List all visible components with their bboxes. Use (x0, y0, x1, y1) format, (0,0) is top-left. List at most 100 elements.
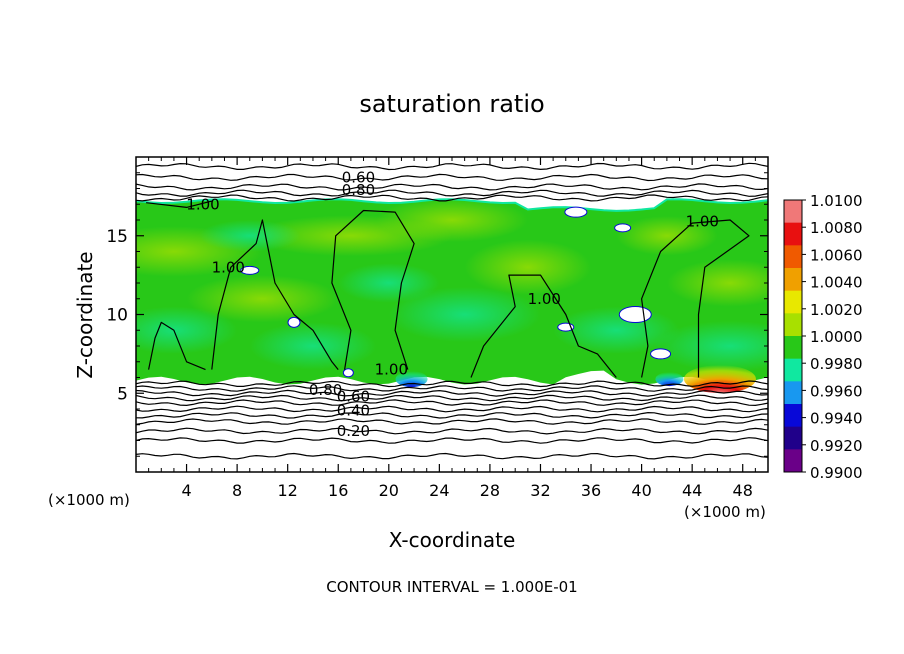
colorbar-label: 1.0000 (810, 328, 863, 346)
contour-label: 0.80 (342, 181, 375, 199)
x-tick-label: 4 (181, 481, 191, 500)
colorbar-swatch (784, 290, 802, 314)
contour-line (136, 452, 768, 460)
clear-air-patch (564, 206, 588, 218)
contour-line (136, 418, 768, 425)
x-tick-label: 44 (682, 481, 702, 500)
contour-labels: 0.600.801.001.001.001.001.000.800.600.40… (186, 168, 719, 440)
contour-line (136, 173, 768, 182)
contour-label: 1.00 (375, 361, 408, 379)
clear-air-patch (287, 316, 301, 328)
contour-label: 1.00 (686, 213, 719, 231)
contour-lines (136, 162, 768, 460)
colorbar-swatch (784, 245, 802, 269)
contour-line (136, 411, 768, 419)
colorbar-swatch (784, 404, 802, 428)
clear-air-patch (240, 265, 260, 275)
subsaturation-spot (395, 371, 428, 388)
field-patch (388, 286, 541, 343)
y-tick-label: 5 (117, 384, 128, 404)
field-patch (464, 239, 592, 295)
field-patch (249, 322, 377, 370)
colorbar-swatch (784, 313, 802, 337)
contour-label: 0.80 (309, 381, 342, 399)
contour-label: 0.20 (337, 422, 370, 440)
contour-line (136, 399, 768, 407)
clear-air-patch (614, 223, 632, 233)
colorbar-label: 1.0060 (810, 246, 863, 264)
contour-interval-note: CONTOUR INTERVAL = 1.000E-01 (326, 578, 577, 596)
clear-air-patch (618, 306, 652, 323)
contour-line (136, 427, 768, 435)
contour-line (136, 389, 768, 397)
contour-line (136, 189, 768, 197)
x-tick-label: 20 (379, 481, 399, 500)
colorbar-label: 0.9980 (810, 355, 863, 373)
contour-label: 0.60 (337, 387, 370, 405)
x-tick-label: 16 (328, 481, 348, 500)
colorbar: 1.0100 1.0080 1.0060 1.0040 1.0020 1.0000 0.99… (783, 192, 863, 482)
contour-line (136, 437, 768, 444)
contour-label: 1.00 (186, 195, 219, 213)
x-tick-label: 8 (232, 481, 242, 500)
y-axis-label: Z-coordinate (73, 251, 97, 378)
colorbar-swatch (784, 381, 802, 405)
x-axis-unit-right: (×1000 m) (684, 503, 766, 521)
field-patch (654, 320, 768, 372)
contour-line (331, 209, 415, 370)
colorbar-label: 0.9920 (810, 437, 863, 455)
x-tick-label: 24 (429, 481, 449, 500)
x-tick-label: 32 (530, 481, 550, 500)
field-patch (338, 263, 440, 303)
colorbar-label: 1.0100 (810, 192, 863, 210)
colorbar-label: 1.0080 (810, 219, 863, 237)
y-tick-label: 15 (106, 227, 128, 247)
x-axis-unit-left: (×1000 m) (48, 491, 130, 509)
field-patch (616, 216, 718, 256)
contour-line (136, 394, 768, 402)
contour-label: 1.00 (212, 258, 245, 276)
x-tick-label: 36 (581, 481, 601, 500)
colorbar-swatch (784, 200, 802, 224)
clear-air-patch (342, 368, 354, 378)
contour-label: 1.00 (528, 290, 561, 308)
colorbar-label: 1.0040 (810, 274, 863, 292)
colorbar-swatch (784, 426, 802, 450)
colorbar-label: 0.9900 (810, 464, 863, 482)
supersaturation-spot (683, 365, 756, 394)
clear-air-patch (650, 348, 672, 360)
field-patch (666, 259, 768, 307)
contour-line (136, 405, 768, 413)
colorbar-label: 0.9960 (810, 382, 863, 400)
x-axis-label: X-coordinate (389, 528, 516, 552)
colorbar-swatch (784, 268, 802, 292)
contour-line (148, 321, 206, 371)
plot-area: 0.600.801.001.001.001.001.000.800.600.40… (106, 156, 769, 500)
contour-line (640, 219, 750, 378)
contour-line (146, 200, 212, 208)
x-tick-label: 12 (278, 481, 298, 500)
x-axis: 4 8 12 16 20 24 28 32 36 40 44 48 (148, 157, 756, 500)
colorbar-swatch (784, 222, 802, 246)
contour-line (136, 162, 768, 171)
chart-title: saturation ratio (359, 90, 544, 118)
contour-label: 0.60 (342, 168, 375, 186)
contour-line (136, 385, 768, 392)
field-patch (199, 220, 301, 252)
x-tick-label: 40 (631, 481, 651, 500)
colorbar-label: 0.9940 (810, 410, 863, 428)
contour-line (136, 194, 768, 202)
contour-line (211, 219, 339, 370)
x-tick-label: 48 (733, 481, 753, 500)
x-tick-label: 28 (480, 481, 500, 500)
contour-line (136, 380, 768, 388)
contour-label: 0.40 (337, 402, 370, 420)
saturation-field (136, 197, 768, 394)
colorbar-label: 1.0020 (810, 301, 863, 319)
y-tick-label: 10 (106, 306, 128, 326)
subsaturation-spot (655, 372, 684, 387)
field-patch (186, 275, 339, 323)
colorbar-swatch (784, 358, 802, 382)
y-axis: 5 10 15 (106, 172, 768, 457)
